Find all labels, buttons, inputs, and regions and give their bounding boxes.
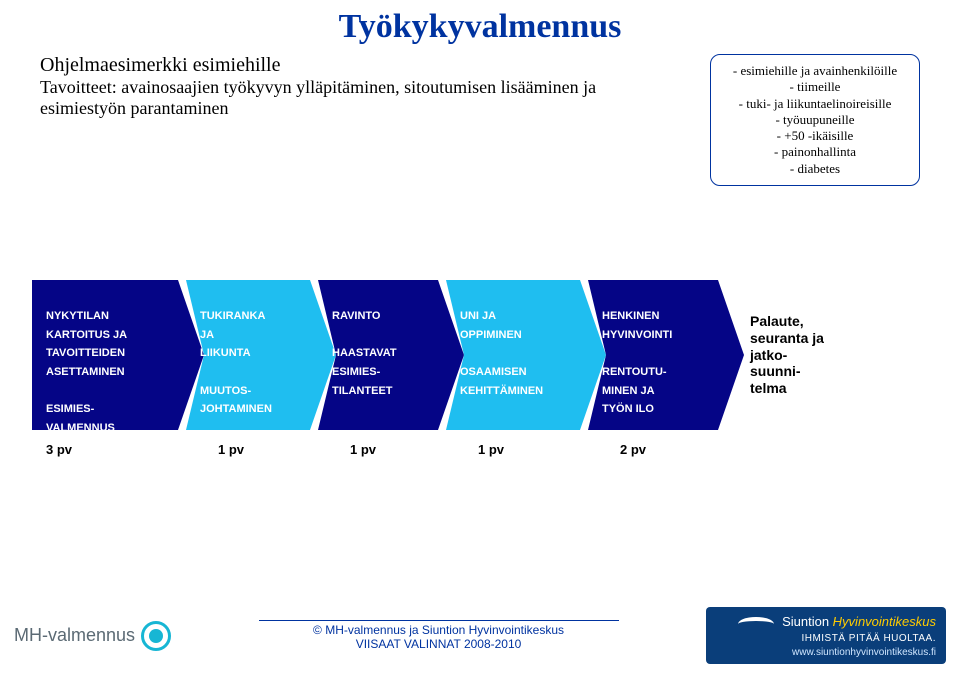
target-group-box: - esimiehille ja avainhenkilöille - tiim…: [710, 54, 920, 186]
header: Ohjelmaesimerkki esimiehille Tavoitteet:…: [0, 46, 960, 186]
flow-arrow-label: HENKINENHYVINVOINTI RENTOUTU-MINEN JATYÖ…: [602, 310, 714, 422]
flow-arrow-label: UNI JAOPPIMINEN OSAAMISENKEHITTÄMINEN: [460, 310, 576, 403]
flow-arrow: NYKYTILANKARTOITUS JATAVOITTEIDENASETTAM…: [32, 280, 204, 430]
brand-url: www.siuntionhyvinvointikeskus.fi: [716, 647, 936, 659]
brand-name-accent: Hyvinvointikeskus: [833, 614, 936, 629]
duration-label: 2 pv: [620, 442, 646, 457]
brand-tagline: IHMISTÄ PITÄÄ HUOLTAA.: [716, 633, 936, 645]
flow-arrow: RAVINTO HAASTAVATESIMIES-TILANTEET: [318, 280, 464, 430]
flow-arrow-label: NYKYTILANKARTOITUS JATAVOITTEIDENASETTAM…: [46, 310, 174, 440]
target-line: - työuupuneille: [725, 112, 905, 128]
footer-right-brand: Siuntion Hyvinvointikeskus IHMISTÄ PITÄÄ…: [706, 607, 946, 664]
target-line: - tuki- ja liikuntaelinoireisille: [725, 96, 905, 112]
footer-left-brand: MH-valmennus: [14, 621, 171, 651]
target-line: - diabetes: [725, 161, 905, 177]
flow-arrow: TUKIRANKAJALIIKUNTA MUUTOS-JOHTAMINEN: [186, 280, 336, 430]
flow-arrow: UNI JAOPPIMINEN OSAAMISENKEHITTÄMINEN: [446, 280, 606, 430]
target-line: - painonhallinta: [725, 144, 905, 160]
flow-arrow: HENKINENHYVINVOINTI RENTOUTU-MINEN JATYÖ…: [588, 280, 744, 430]
duration-label: 1 pv: [350, 442, 376, 457]
footer-copyright: © MH-valmennus ja Siuntion Hyvinvointike…: [171, 623, 706, 637]
target-line: - esimiehille ja avainhenkilöille: [725, 63, 905, 79]
target-line: - tiimeille: [725, 79, 905, 95]
flow-final-label: Palaute,seuranta jajatko-suunni-telma: [744, 280, 854, 430]
footer: MH-valmennus © MH-valmennus ja Siuntion …: [0, 601, 960, 674]
duration-label: 1 pv: [478, 442, 504, 457]
flow-arrow-label: TUKIRANKAJALIIKUNTA MUUTOS-JOHTAMINEN: [200, 310, 306, 422]
page-title: Työkykyvalmennus: [0, 8, 960, 46]
duration-label: 3 pv: [46, 442, 72, 457]
swoosh-icon: [738, 613, 774, 631]
brand-name-plain: Siuntion: [782, 614, 833, 629]
brand-name: Siuntion Hyvinvointikeskus: [782, 615, 936, 630]
duration-row: 3 pv 1 pv 1 pv 1 pv 2 pv: [32, 442, 932, 464]
process-flow: NYKYTILANKARTOITUS JATAVOITTEIDENASETTAM…: [32, 280, 932, 460]
brand-top: Siuntion Hyvinvointikeskus: [716, 613, 936, 631]
goals-text: Tavoitteet: avainosaajien työkyvyn ylläp…: [40, 77, 600, 119]
header-left: Ohjelmaesimerkki esimiehille Tavoitteet:…: [40, 54, 600, 186]
page-title-row: Työkykyvalmennus: [0, 0, 960, 46]
program-example-heading: Ohjelmaesimerkki esimiehille: [40, 54, 600, 77]
footer-divider: [259, 620, 619, 621]
process-flow-row: NYKYTILANKARTOITUS JATAVOITTEIDENASETTAM…: [32, 280, 932, 430]
duration-label: 1 pv: [218, 442, 244, 457]
footer-left-text: MH-valmennus: [14, 625, 135, 646]
footer-program-years: VIISAAT VALINNAT 2008-2010: [171, 637, 706, 651]
flow-arrow-label: RAVINTO HAASTAVATESIMIES-TILANTEET: [332, 310, 434, 403]
mh-logo-icon: [141, 621, 171, 651]
target-line: - +50 -ikäisille: [725, 128, 905, 144]
footer-center: © MH-valmennus ja Siuntion Hyvinvointike…: [171, 620, 706, 651]
